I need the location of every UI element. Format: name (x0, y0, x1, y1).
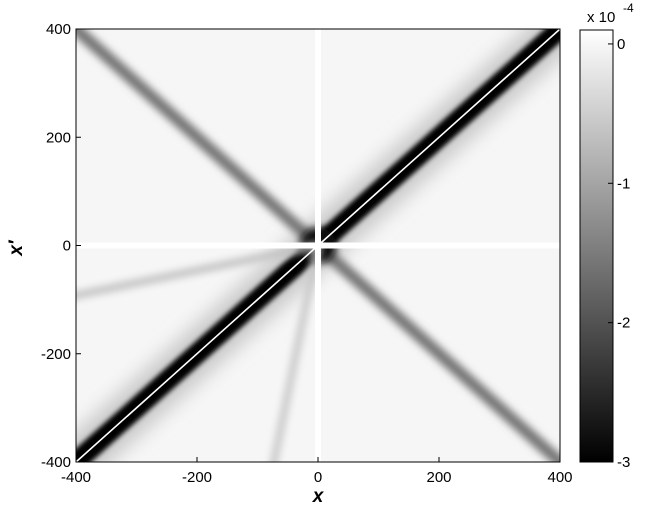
x-axis-label: x (312, 486, 325, 507)
diagonal-white-line (76, 29, 560, 462)
y-tick-label: -400 (41, 454, 71, 471)
faint-ray-horizontal (76, 242, 319, 299)
colorbar-tick-label: -3 (617, 454, 630, 471)
x-tick-label: -200 (182, 469, 212, 486)
faint-ray-vertical (270, 244, 322, 462)
colorbar-scale-label: x 10 (587, 9, 615, 26)
colorbar: 0 -1 -2 -3 x 10 -4 (579, 1, 634, 471)
x-tick-label: 400 (547, 469, 572, 486)
colorbar-tick-label: -1 (617, 175, 630, 192)
colorbar-tick-label: -2 (617, 315, 630, 332)
colorbar-scale-exponent: -4 (623, 1, 634, 15)
x-tick-label: -400 (61, 469, 91, 486)
x-tick-label: 0 (314, 469, 322, 486)
y-tick-label: 0 (63, 238, 71, 255)
y-tick-label: -200 (41, 346, 71, 363)
x-tick-label: 200 (426, 469, 451, 486)
y-axis-label: x′ (6, 239, 27, 257)
colorbar-gradient (579, 29, 614, 463)
y-tick-label: 400 (46, 21, 71, 38)
axes: -400 -200 0 200 400 -400 -200 0 200 400 (41, 21, 573, 486)
y-tick-label: 200 (46, 129, 71, 146)
colorbar-tick-label: 0 (617, 36, 625, 53)
heatmap-plot-area (76, 29, 560, 462)
